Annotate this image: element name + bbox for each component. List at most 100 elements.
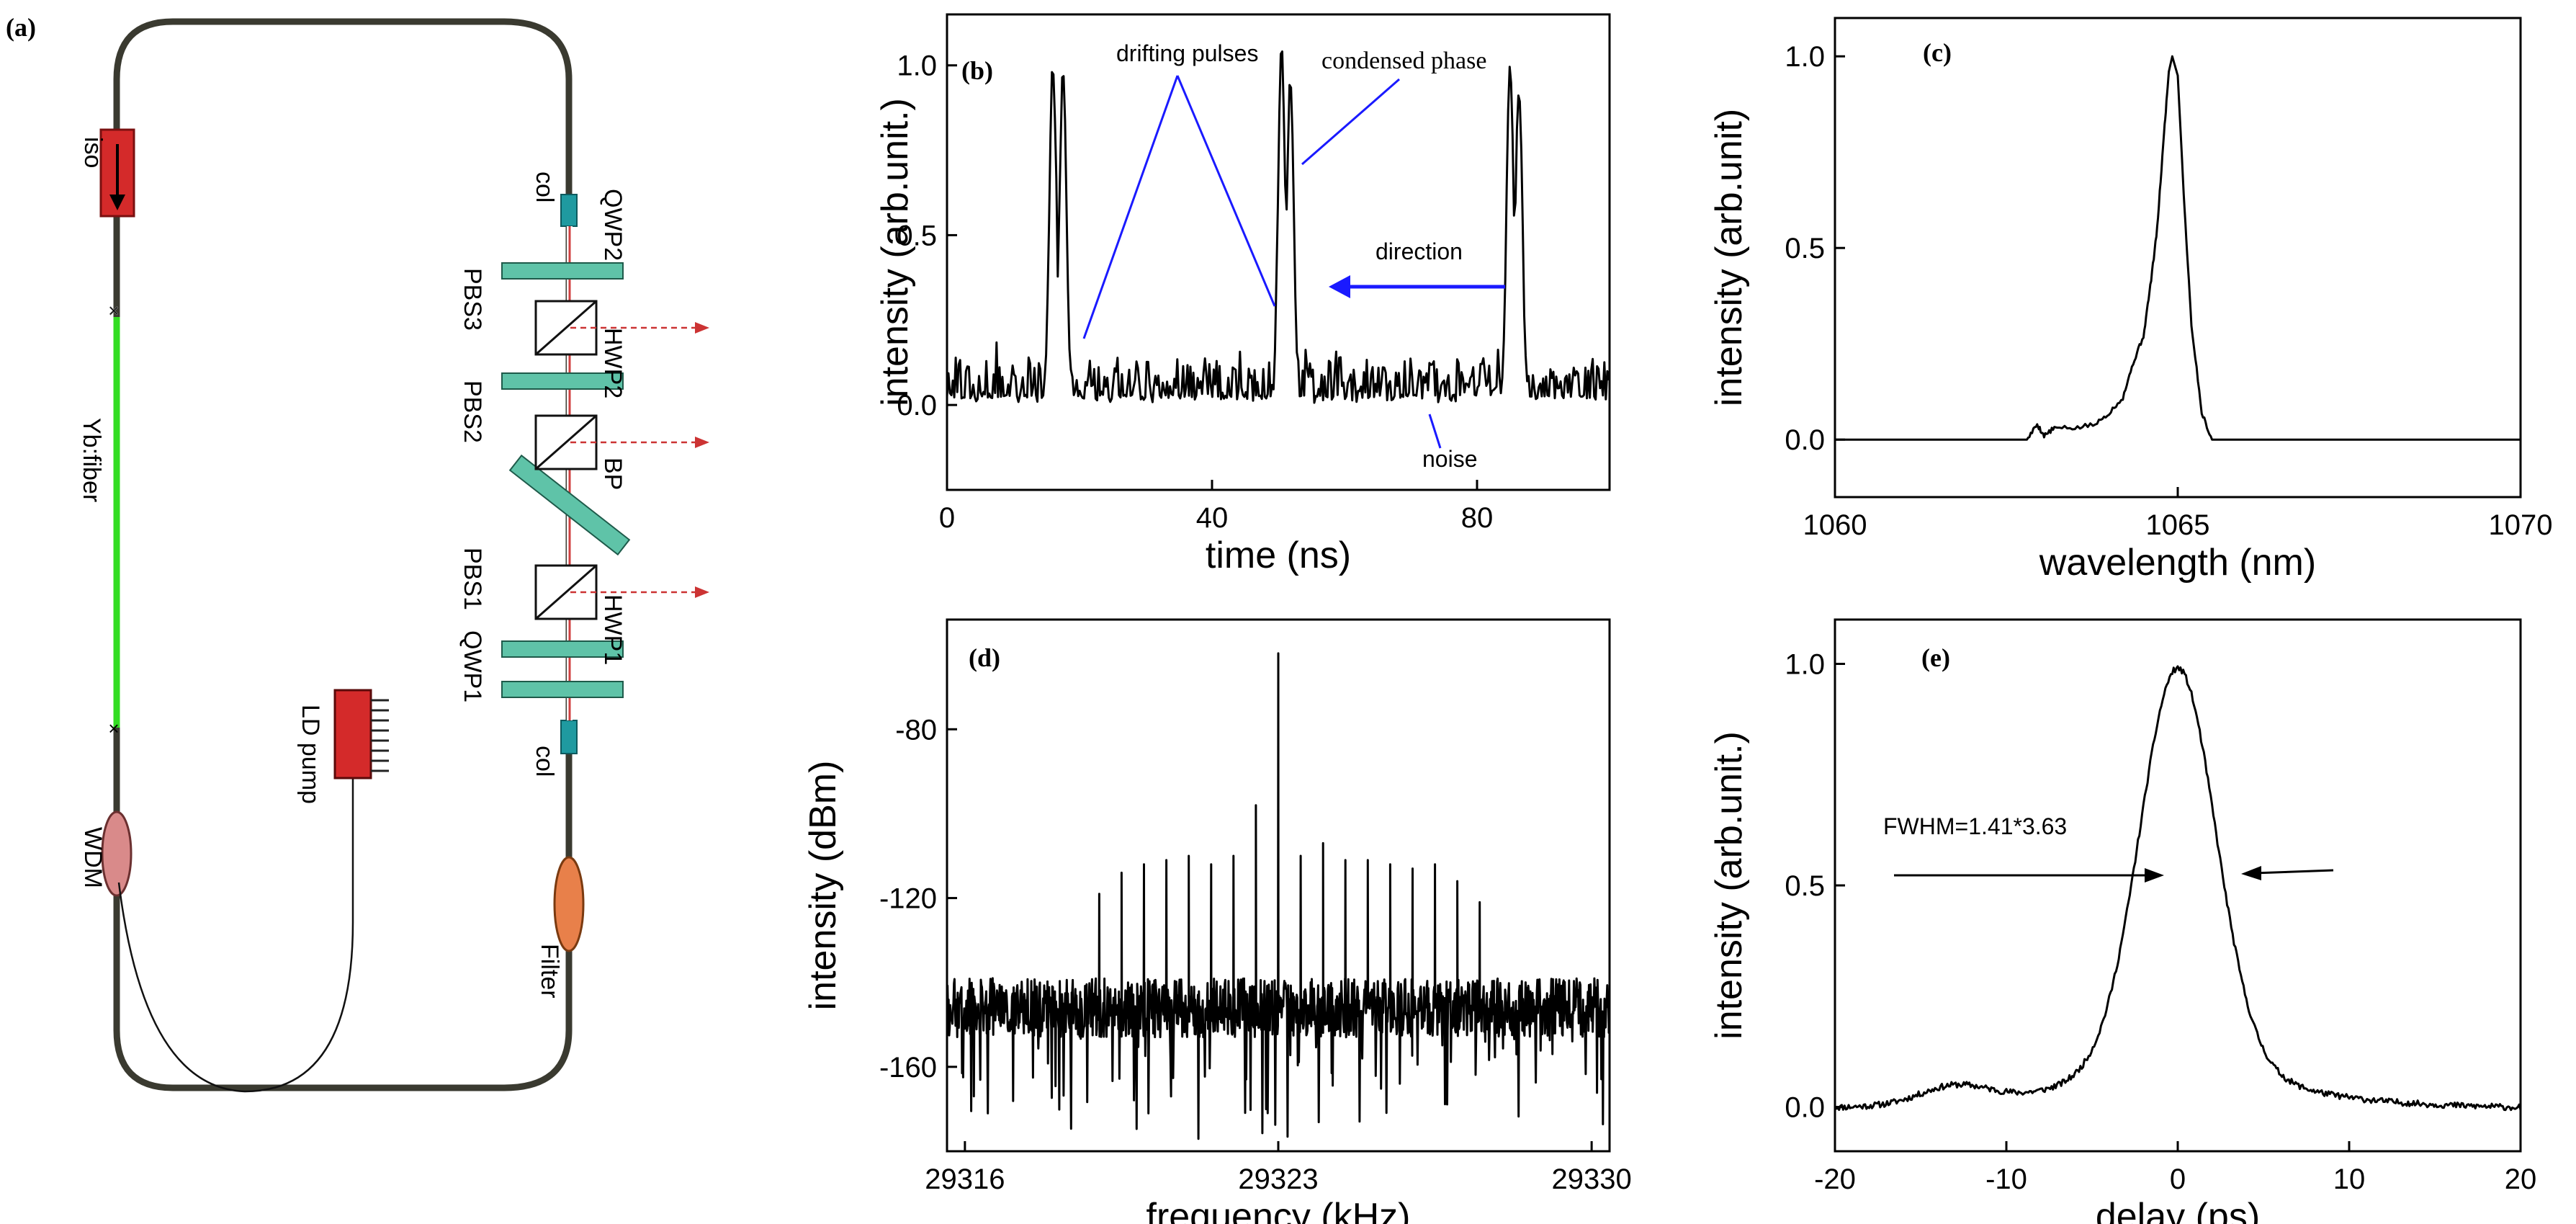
- wdm-coupler: [101, 810, 133, 897]
- ld-pump: [333, 689, 372, 779]
- pump-fiber: [117, 778, 354, 1093]
- x-axis-label: frequency (kHz): [1146, 1196, 1411, 1224]
- pointer-line-drifting-right: [1176, 75, 1276, 307]
- collimator-bottom: [560, 720, 578, 754]
- pbs1: [534, 564, 598, 620]
- pbs2: [534, 414, 598, 470]
- panel-label-a: (a): [6, 13, 36, 42]
- x-tick-label: 10: [2333, 1163, 2366, 1195]
- filter-label: Filter: [536, 944, 563, 999]
- yb-fiber-label: Yb:fiber: [78, 418, 105, 502]
- fwhm-arrow-left-head: [2145, 868, 2164, 883]
- series-line-pulse-train: [946, 50, 1610, 404]
- y-axis-label: intensity (arb.unit.): [874, 98, 916, 406]
- series-line-spectrum: [1835, 55, 2521, 441]
- x-axis-label: delay (ps): [2096, 1196, 2260, 1224]
- qwp1-label: QWP1: [459, 630, 486, 702]
- annotation-direction: direction: [1375, 238, 1463, 264]
- x-tick-label: 40: [1196, 502, 1229, 534]
- hwp1-label: HWP1: [599, 594, 627, 665]
- y-tick-label: 0.0: [897, 390, 937, 421]
- panel-label: (d): [969, 643, 1000, 672]
- annotation-condensed-phase: condensed phase: [1321, 48, 1486, 74]
- pbs2-label: PBS2: [459, 380, 486, 443]
- y-tick-label: 0.5: [1785, 233, 1825, 264]
- plot-frame: [946, 13, 1611, 491]
- x-tick-label: 0: [939, 502, 955, 534]
- output-beam-pbs1: [570, 586, 709, 598]
- y-tick-label: 0.5: [897, 220, 937, 251]
- collimator-bottom-label: col: [531, 746, 558, 777]
- bp-plate: [508, 454, 631, 556]
- chart-b: 0 40 80 0.0 0.5 1.0 time (ns) intensity (arb.un…: [874, 13, 1611, 576]
- y-axis-label: intensity (arb.unit.): [1708, 731, 1750, 1040]
- hwp2: [501, 372, 624, 390]
- y-tick-label: 0.0: [1785, 1092, 1825, 1124]
- splice-mark-bottom: ×: [108, 718, 119, 739]
- x-tick-label: -20: [1814, 1163, 1856, 1195]
- annotation-noise: noise: [1422, 446, 1478, 472]
- panel-label: (e): [1921, 643, 1950, 672]
- x-tick-label: 29316: [925, 1163, 1005, 1195]
- output-beam-pbs2: [570, 437, 709, 448]
- filter: [553, 856, 585, 952]
- annotation-drifting-pulses: drifting pulses: [1116, 40, 1258, 66]
- ld-pump-pins: [371, 699, 389, 772]
- pointer-line-noise: [1428, 414, 1442, 449]
- pbs1-label: PBS1: [459, 548, 486, 610]
- x-tick-label: 1060: [1803, 509, 1867, 541]
- y-axis-label: intensity (arb.unit): [1708, 109, 1750, 406]
- fwhm-arrow-right-shaft: [2253, 869, 2334, 875]
- qwp1: [501, 681, 624, 698]
- plot-frame: [1834, 618, 2522, 1153]
- y-axis-label: intensity (dBm): [802, 761, 844, 1011]
- y-tick-label: 1.0: [1785, 41, 1825, 73]
- annotation-fwhm: FWHM=1.41*3.63: [1883, 813, 2067, 839]
- chart-e: -20 -10 0 10 20 0.0 0.5 1.0 delay (ps) intensity …: [1708, 618, 2537, 1224]
- pointer-line-drifting-left: [1082, 75, 1179, 339]
- x-tick-label: -10: [1985, 1163, 2027, 1195]
- x-tick-label: 80: [1461, 502, 1494, 534]
- x-axis-label: wavelength (nm): [2039, 542, 2316, 584]
- y-tick-label: -120: [879, 883, 937, 915]
- qwp2: [501, 262, 624, 280]
- collimator-top: [560, 194, 578, 227]
- wdm-label: WDM: [79, 827, 107, 888]
- x-tick-label: 1070: [2489, 509, 2553, 541]
- splice-mark-top: ×: [108, 300, 119, 321]
- y-tick-label: 0.5: [1785, 870, 1825, 902]
- isolator-arrowhead: [109, 195, 125, 210]
- x-axis-label: time (ns): [1206, 535, 1351, 576]
- x-tick-label: 20: [2505, 1163, 2537, 1195]
- y-tick-label: 1.0: [1785, 649, 1825, 681]
- isolator-label: iso: [79, 137, 107, 168]
- ld-pump-label: LD pump: [297, 705, 324, 804]
- y-tick-label: -160: [879, 1052, 937, 1084]
- pointer-line-condensed: [1301, 78, 1400, 166]
- chart-c: 1060 1065 1070 0.0 0.5 1.0 wavelength (nm) inte…: [1708, 17, 2553, 584]
- hwp2-label: HWP2: [599, 328, 627, 398]
- y-tick-label: 0.0: [1785, 424, 1825, 456]
- output-beam-pbs3: [570, 322, 709, 334]
- x-tick-label: 0: [2170, 1163, 2186, 1195]
- x-tick-label: 29323: [1238, 1163, 1318, 1195]
- direction-arrowhead: [1329, 275, 1350, 298]
- x-tick-label: 29330: [1552, 1163, 1632, 1195]
- x-tick-label: 1065: [2146, 509, 2210, 541]
- fiber-loop: [113, 18, 573, 1091]
- qwp2-label: QWP2: [599, 189, 627, 261]
- y-tick-label: 1.0: [897, 50, 937, 82]
- pbs3-label: PBS3: [459, 268, 486, 331]
- y-tick-label: -80: [895, 714, 937, 746]
- hwp1: [501, 640, 624, 658]
- panel-label: (b): [961, 56, 993, 85]
- chart-d: 29316 29323 29330 -160 -120 -80 frequency (kHz…: [802, 618, 1632, 1224]
- pbs3: [534, 300, 598, 356]
- series-line-RF-spectrum: [946, 652, 1611, 1140]
- setup-schematic: (a) × × Yb:fiber iso WDM LD pump Filter: [6, 13, 709, 1093]
- fwhm-arrow-right-head: [2241, 866, 2261, 880]
- bp-label: BP: [599, 457, 627, 490]
- collimator-top-label: col: [531, 171, 558, 202]
- series-line-autocorrelation: [1834, 665, 2522, 1112]
